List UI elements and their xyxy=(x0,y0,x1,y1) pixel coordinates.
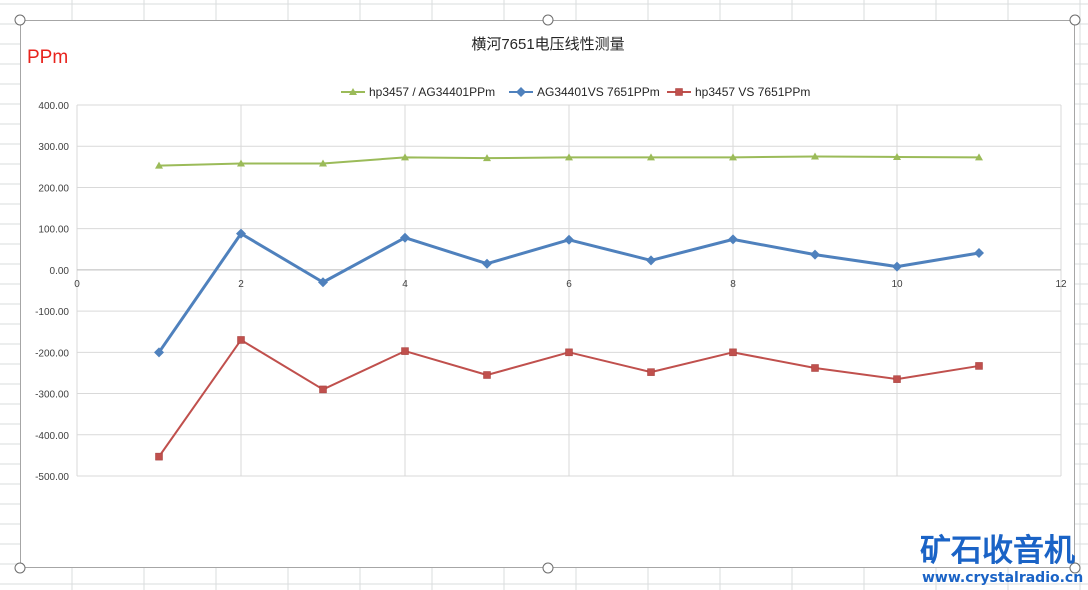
data-point xyxy=(893,152,901,160)
resize-handle[interactable] xyxy=(14,14,26,26)
legend-marker xyxy=(349,88,357,95)
data-point xyxy=(318,277,328,288)
selection-handles[interactable] xyxy=(14,14,1081,574)
data-point xyxy=(319,159,327,167)
y-tick-label: 300.00 xyxy=(38,142,69,153)
x-tick-label: 12 xyxy=(1055,279,1067,290)
x-tick-label: 2 xyxy=(238,279,244,290)
legend-item[interactable]: hp3457 / AG34401PPm xyxy=(341,85,495,99)
x-tick-label: 8 xyxy=(730,279,736,290)
resize-handle[interactable] xyxy=(542,562,554,574)
data-point xyxy=(975,362,983,370)
data-point xyxy=(647,368,655,376)
series-2 xyxy=(154,228,984,358)
data-point xyxy=(319,385,327,394)
y-axis-tick-labels: 400.00 300.00 200.00 100.00 0.00 -100.00 -200.… xyxy=(35,101,69,483)
series-1 xyxy=(155,152,983,169)
resize-handle[interactable] xyxy=(1069,14,1081,26)
x-tick-label: 10 xyxy=(891,279,903,290)
data-point xyxy=(565,153,573,161)
series-3 xyxy=(155,336,983,461)
data-point xyxy=(810,249,820,260)
unit-label: PPm xyxy=(27,47,68,68)
y-tick-label: -300.00 xyxy=(35,390,69,401)
legend-marker xyxy=(675,88,683,96)
data-point xyxy=(237,336,245,344)
data-point xyxy=(401,347,409,355)
watermark-url: www.crystalradio.cn xyxy=(922,570,1083,586)
data-point xyxy=(565,348,573,357)
data-point xyxy=(646,255,656,266)
data-point xyxy=(893,375,901,383)
x-axis-tick-labels: 0 2 4 6 8 10 12 xyxy=(74,279,1067,290)
y-tick-label: -500.00 xyxy=(35,472,69,483)
data-point xyxy=(811,152,819,160)
legend-label: AG34401VS 7651PPm xyxy=(537,85,660,99)
data-point xyxy=(400,232,410,243)
y-tick-label: 400.00 xyxy=(38,101,69,112)
data-point xyxy=(483,371,491,379)
data-point xyxy=(483,154,491,162)
legend[interactable]: hp3457 / AG34401PPm AG34401VS 7651PPm hp34… xyxy=(341,85,810,99)
data-point xyxy=(975,153,983,161)
data-point xyxy=(811,364,819,372)
y-tick-label: 200.00 xyxy=(38,183,69,194)
y-tick-label: -400.00 xyxy=(35,431,69,442)
watermark-logo: 矿石收音机 www.crystalradio.cn xyxy=(920,533,1083,586)
legend-label: hp3457 VS 7651PPm xyxy=(695,85,810,99)
data-point xyxy=(728,234,738,245)
chart-title: 横河7651电压线性测量 xyxy=(471,36,624,53)
data-point xyxy=(482,258,492,269)
legend-marker xyxy=(516,87,526,97)
data-point xyxy=(237,159,245,167)
x-tick-label: 4 xyxy=(402,279,408,290)
chart-area[interactable] xyxy=(20,20,1075,568)
data-point xyxy=(236,228,246,239)
data-point xyxy=(974,247,984,258)
plot-gridlines xyxy=(76,104,1062,477)
data-point xyxy=(401,153,409,161)
y-tick-label: 0.00 xyxy=(50,266,70,277)
data-point xyxy=(154,347,164,358)
legend-label: hp3457 / AG34401PPm xyxy=(369,85,495,99)
y-tick-label: -200.00 xyxy=(35,348,69,359)
data-point xyxy=(892,261,902,272)
y-tick-label: 100.00 xyxy=(38,225,69,236)
legend-item[interactable]: AG34401VS 7651PPm xyxy=(509,85,660,99)
resize-handle[interactable] xyxy=(542,14,554,26)
watermark-brand: 矿石收音机 xyxy=(920,533,1075,569)
data-point xyxy=(155,161,163,169)
data-point xyxy=(729,348,737,357)
data-point xyxy=(564,234,574,245)
data-point xyxy=(729,153,737,161)
resize-handle[interactable] xyxy=(14,562,26,574)
x-tick-label: 6 xyxy=(566,279,572,290)
resize-handle[interactable] xyxy=(1069,562,1081,574)
x-tick-label: 0 xyxy=(74,279,80,290)
series-layer xyxy=(154,152,984,461)
data-point xyxy=(647,153,655,161)
legend-item[interactable]: hp3457 VS 7651PPm xyxy=(667,85,810,99)
data-point xyxy=(155,452,163,461)
y-tick-label: -100.00 xyxy=(35,307,69,318)
